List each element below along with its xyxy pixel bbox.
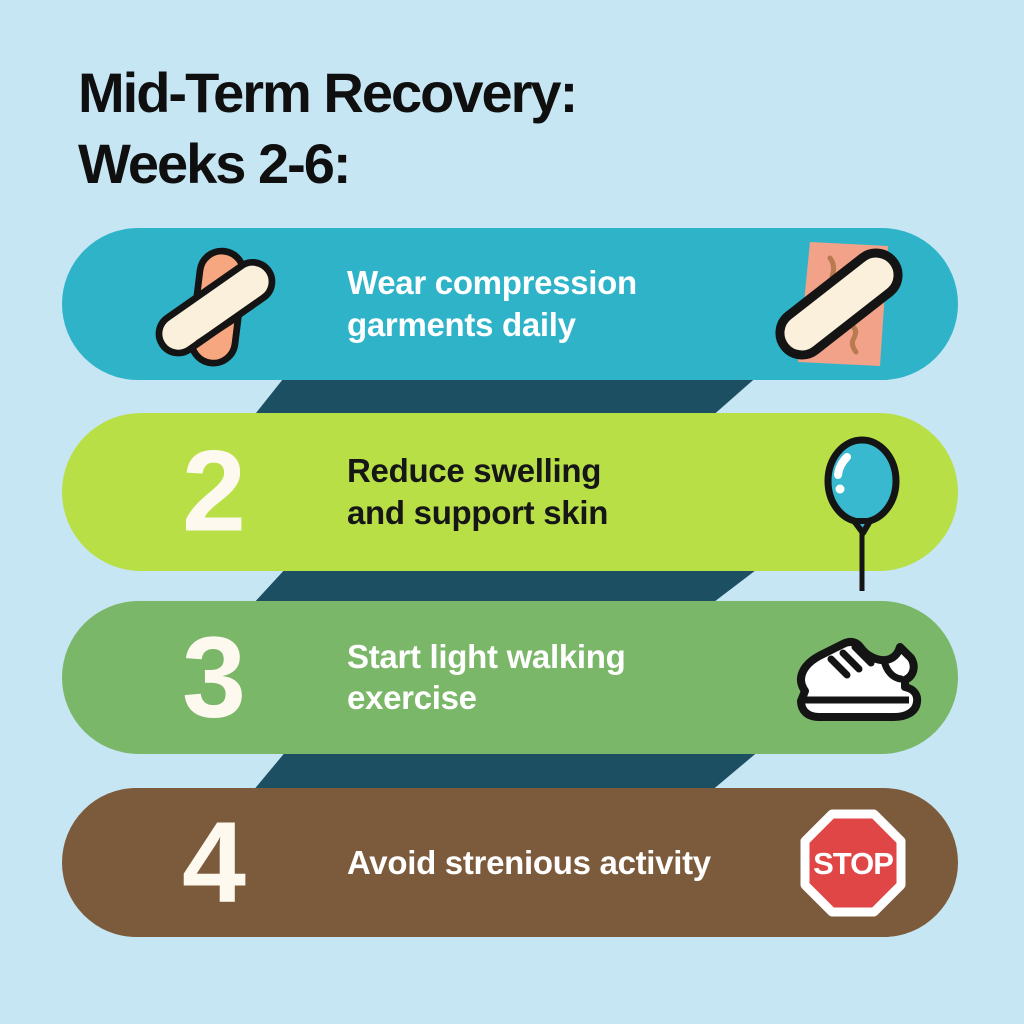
connector-step3-step4 xyxy=(252,750,760,792)
stop-sign-label: STOP xyxy=(813,846,893,881)
step-1-text-line2: garments daily xyxy=(347,306,576,343)
step-3-bar: 3 Start light walking exercise xyxy=(62,601,958,754)
step-1-text-line1: Wear compression xyxy=(347,264,637,302)
balloon-icon xyxy=(824,436,900,591)
step-3-text-line1: Start light walking xyxy=(347,637,626,675)
step-4-text: Avoid strenious activity xyxy=(347,842,711,884)
connector-step1-step2 xyxy=(252,374,760,418)
step-4-text-line1: Avoid strenious activity xyxy=(347,843,711,881)
page-title: Mid-Term Recovery: Weeks 2-6: xyxy=(78,58,578,199)
step-3-text-line2: exercise xyxy=(347,679,477,717)
step-2-bar: 2 Reduce swelling and support skin xyxy=(62,413,958,591)
step-2-text-line1: Reduce swelling xyxy=(347,452,602,490)
page-title-line2: Weeks 2-6: xyxy=(78,131,352,195)
crossed-bandages-icon xyxy=(155,247,276,367)
step-3-number: 3 xyxy=(182,613,246,741)
step-2-number: 2 xyxy=(182,427,246,556)
connector-step2-step3 xyxy=(252,567,760,605)
step-3-text: Start light walking exercise xyxy=(347,636,626,720)
step-1-bar: Wear compression garments daily xyxy=(62,228,958,380)
page-title-line1: Mid-Term Recovery: xyxy=(78,61,578,124)
stop-sign-icon: STOP xyxy=(800,809,906,917)
step-2-text-line2: and support skin xyxy=(347,494,609,531)
step-4-number: 4 xyxy=(182,798,246,926)
skin-bandage-icon xyxy=(775,242,903,366)
step-4-bar: 4 Avoid strenious activity STOP xyxy=(62,788,958,937)
step-1-text: Wear compression garments daily xyxy=(347,262,637,346)
shoe-icon xyxy=(797,637,922,721)
step-2-text: Reduce swelling and support skin xyxy=(347,450,608,534)
